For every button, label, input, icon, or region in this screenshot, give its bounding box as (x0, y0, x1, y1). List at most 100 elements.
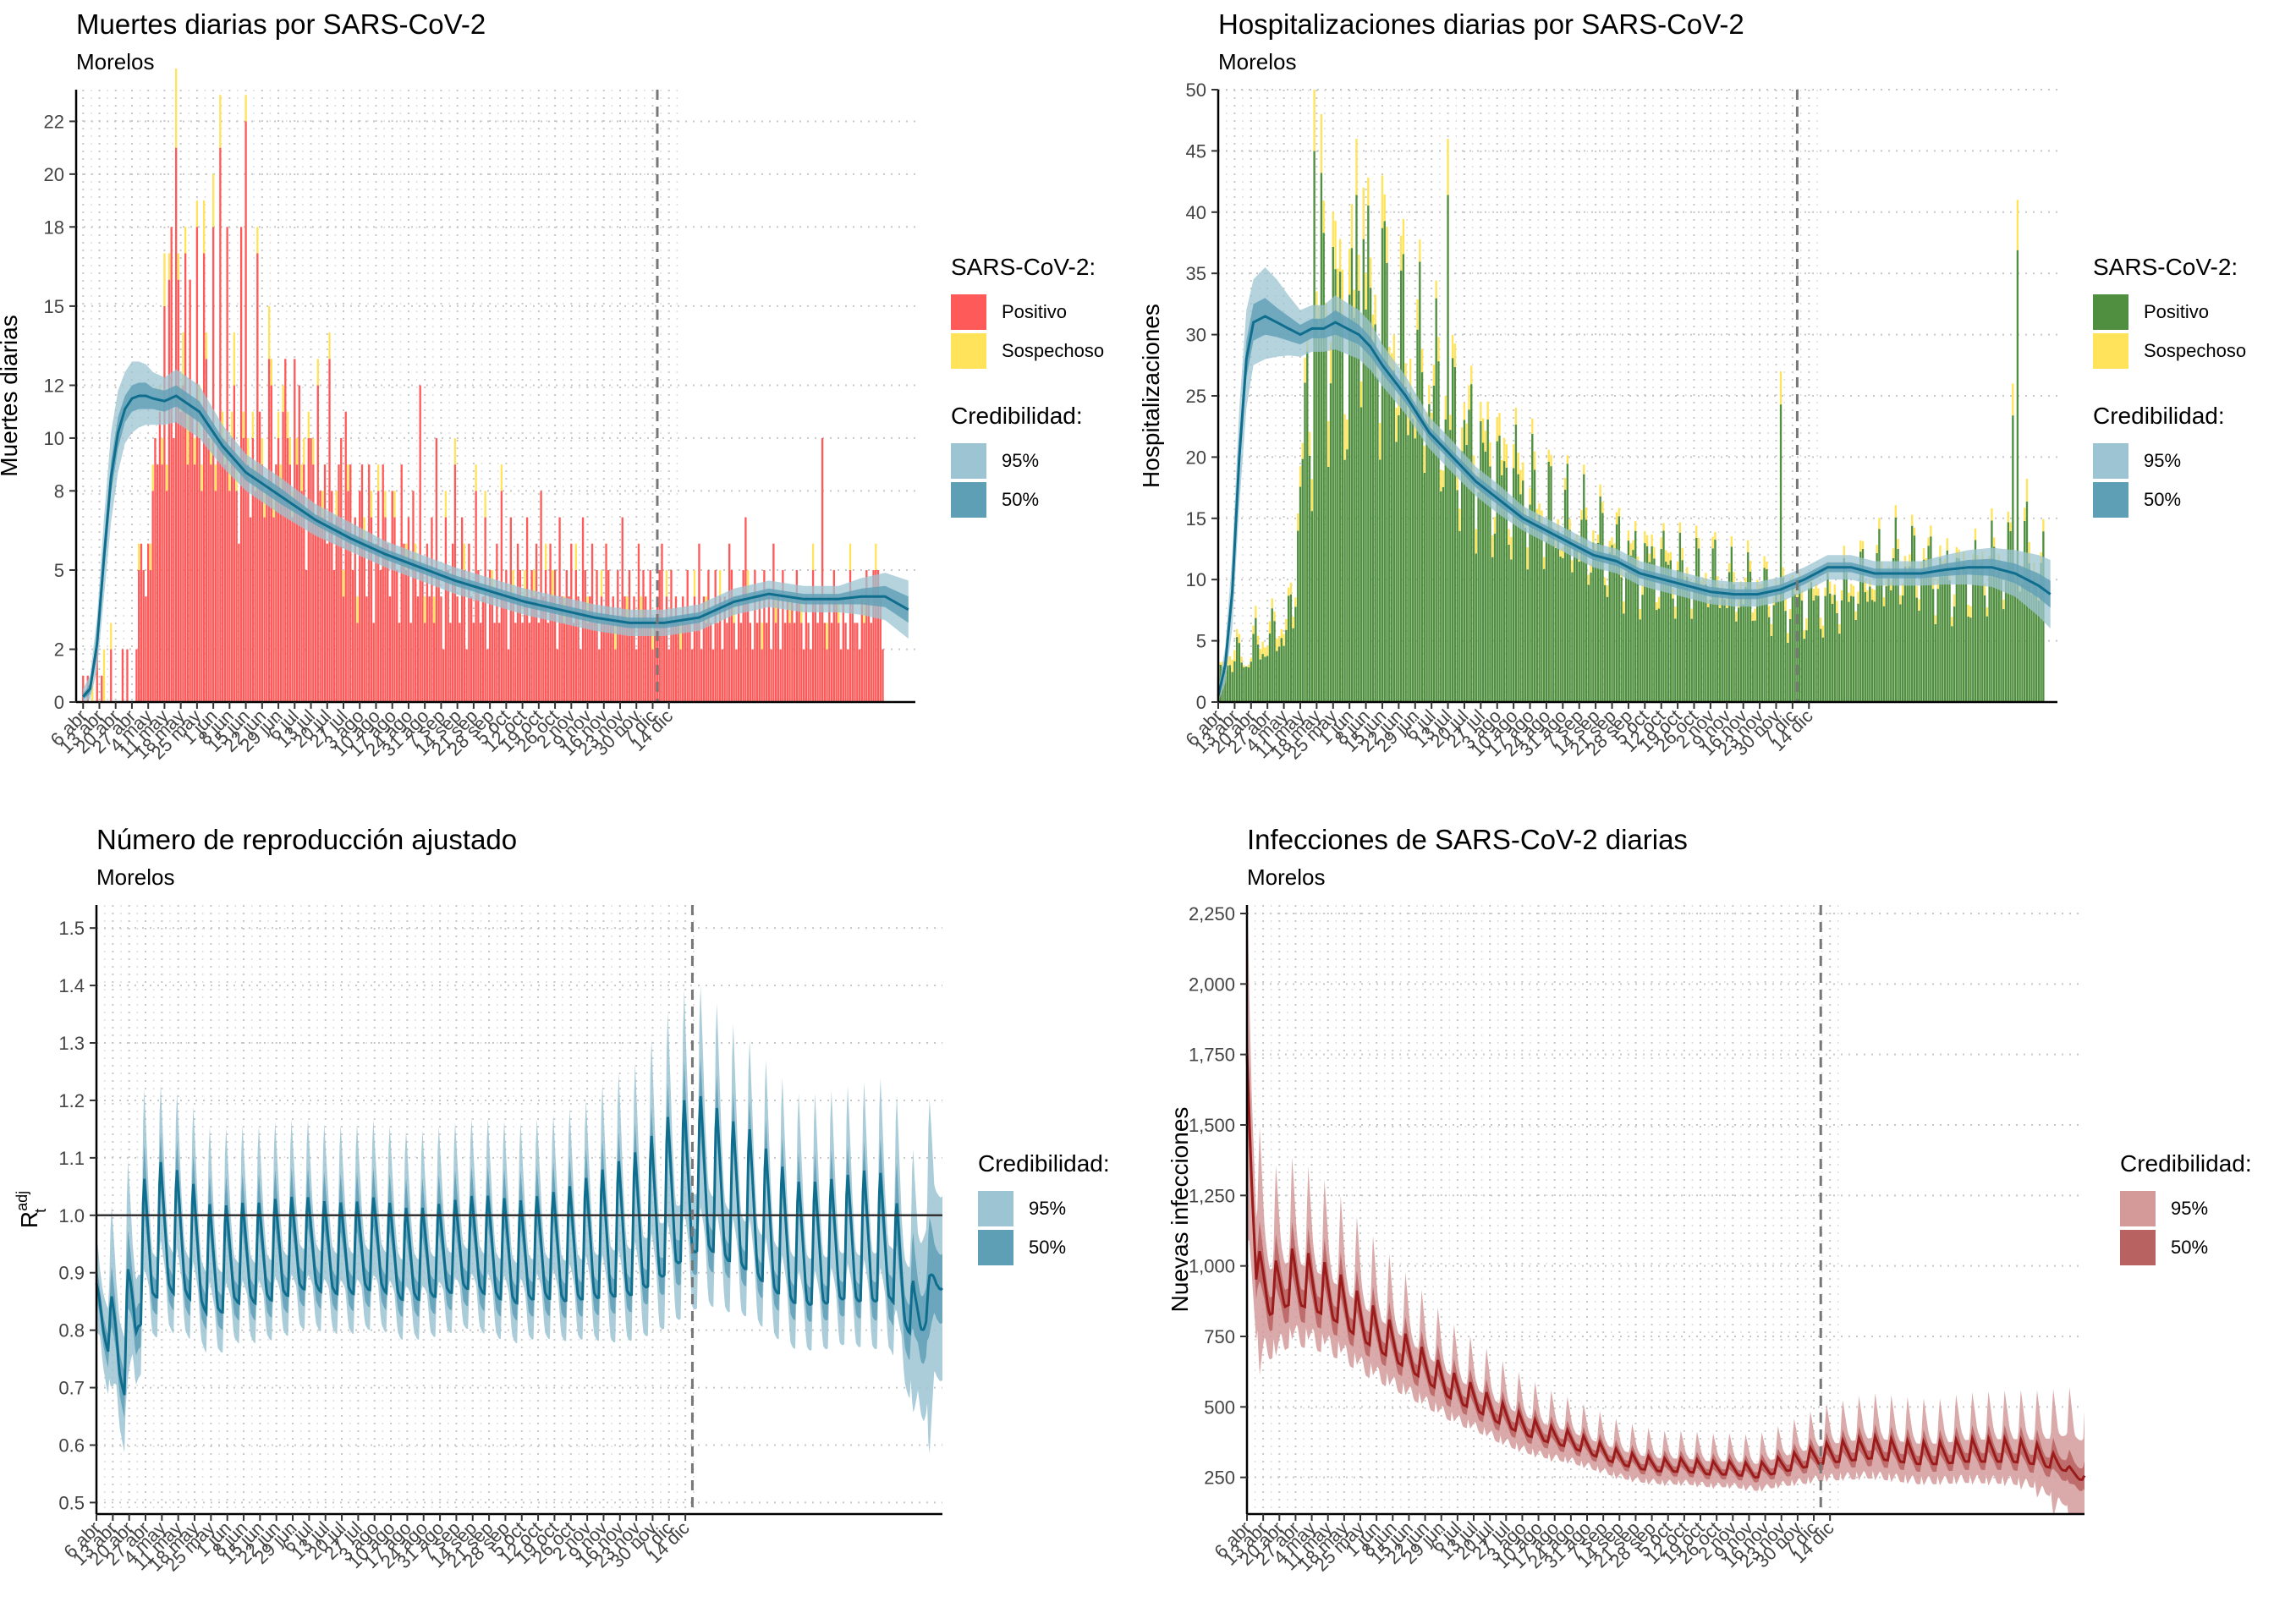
legend-item-50: 50% (951, 480, 1104, 519)
bar-positive (849, 569, 852, 702)
deaths-ylabel: Muertes diarias (0, 315, 22, 476)
bar-suspect (1235, 628, 1239, 638)
band-50 (83, 382, 909, 700)
bar-positive (1931, 589, 1935, 702)
bar-positive (1943, 568, 1947, 702)
bar-positive (286, 437, 289, 702)
bar-positive (1517, 474, 1519, 702)
bar-suspect (1419, 239, 1421, 262)
bar-suspect (1585, 507, 1588, 520)
bar-suspect (1627, 529, 1630, 541)
bar-suspect (1365, 272, 1367, 310)
bar-positive (1763, 568, 1766, 702)
bar-suspect (1359, 381, 1363, 408)
bar-positive (667, 649, 670, 702)
bar-positive (1228, 665, 1232, 702)
legend-swatch-positive (2093, 294, 2128, 330)
bar-positive (645, 596, 647, 702)
bar-positive (384, 517, 387, 702)
bar-positive (387, 543, 389, 702)
bar-positive (465, 649, 468, 702)
bar-positive (1716, 587, 1719, 702)
bar-positive (1639, 619, 1641, 702)
bar-positive (415, 569, 417, 702)
bar-positive (842, 596, 844, 702)
bar-positive (1334, 269, 1337, 702)
bar-positive (1512, 468, 1515, 702)
bar-positive (282, 411, 284, 702)
bar-positive (584, 569, 586, 702)
legend-swatch-suspect (2093, 333, 2128, 369)
bar-suspect (182, 332, 184, 386)
bar-positive (1409, 392, 1412, 702)
bar-positive (1669, 560, 1672, 702)
y-tick-label: 1,500 (1189, 1115, 1235, 1136)
bar-positive (726, 623, 728, 702)
bar-suspect (267, 305, 271, 359)
bar-suspect (219, 95, 222, 148)
bar-suspect (1348, 248, 1351, 295)
bar-suspect (1383, 194, 1386, 222)
legend-label-50: 50% (1002, 489, 1040, 510)
bar-positive (1501, 475, 1503, 702)
bar-suspect (1442, 470, 1445, 487)
bar-positive (288, 464, 291, 702)
bar-positive (314, 517, 317, 702)
bar-positive (1322, 233, 1325, 702)
bar-suspect (1562, 546, 1564, 558)
bar-suspect (453, 437, 457, 465)
bar-positive (456, 596, 459, 702)
legend-sars-title: SARS-CoV-2: (951, 254, 1096, 280)
bar-suspect (1299, 466, 1302, 487)
inf-ylabel: Nuevas infecciones (1167, 1107, 1193, 1313)
bar-positive (1531, 433, 1534, 702)
bar-positive (186, 464, 190, 702)
legend-label-50: 50% (2144, 489, 2182, 510)
bar-suspect (640, 596, 642, 623)
bar-positive (1458, 530, 1461, 702)
bar-positive (1890, 590, 1892, 702)
bar-positive (774, 623, 777, 702)
bar-suspect (1840, 590, 1843, 601)
bar-suspect (342, 569, 345, 597)
bar-positive (403, 543, 405, 702)
bar-positive (1592, 542, 1595, 702)
bar-suspect (1849, 584, 1853, 596)
bar-positive (735, 649, 738, 702)
bar-positive (1255, 617, 1257, 702)
bar-positive (609, 623, 612, 702)
bar-suspect (242, 411, 245, 438)
bar-suspect (1697, 537, 1700, 549)
bar-positive (1238, 643, 1241, 702)
bar-positive (663, 623, 666, 702)
bar-positive (1289, 594, 1293, 702)
bar-positive (1766, 568, 1768, 702)
bar-positive (326, 543, 328, 702)
bar-positive (173, 437, 175, 702)
bar-positive (1808, 588, 1810, 702)
bar-positive (1972, 561, 1975, 702)
bar-positive (1756, 590, 1759, 702)
bar-suspect (811, 543, 815, 570)
legend-cred-title: Credibilidad: (951, 403, 1083, 429)
bar-suspect (377, 464, 380, 491)
bar-suspect (1662, 523, 1665, 531)
bar-positive (1231, 672, 1233, 702)
bar-suspect (1848, 592, 1850, 602)
bar-suspect (166, 464, 168, 491)
bar-positive (1461, 451, 1464, 702)
bar-positive (1651, 546, 1653, 702)
bar-positive (1468, 409, 1470, 702)
bar-suspect (1287, 587, 1290, 596)
bar-suspect (202, 200, 206, 254)
bar-suspect (1310, 479, 1314, 512)
bar-positive (1353, 317, 1355, 702)
bar-positive (1250, 661, 1252, 702)
bar-positive (1587, 584, 1590, 702)
bar-suspect (761, 623, 763, 650)
bar-positive (574, 569, 577, 702)
bar-suspect (1857, 591, 1859, 604)
bar-positive (272, 517, 275, 702)
y-tick-label: 1,000 (1189, 1256, 1235, 1277)
